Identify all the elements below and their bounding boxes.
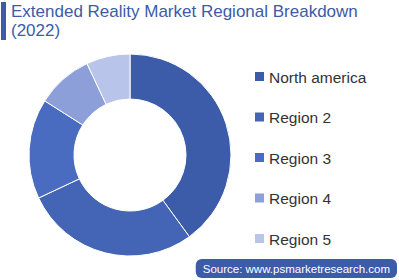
legend-swatch (255, 234, 264, 243)
donut (29, 54, 231, 256)
title-accent (1, 2, 6, 40)
source-box (196, 259, 397, 278)
legend-swatch (255, 72, 264, 81)
legend-label: Region 3 (269, 150, 331, 167)
source-text: Source: www.psmarketresearch.com (203, 263, 390, 275)
slice (39, 179, 190, 256)
source: Source: www.psmarketresearch.com (196, 259, 397, 278)
legend-swatch (255, 194, 264, 203)
legend-label: Region 5 (269, 231, 331, 248)
chart: Extended Reality Market Regional Breakdo… (0, 0, 399, 280)
slice (87, 54, 130, 104)
legend-label: Region 4 (269, 190, 331, 207)
legend-swatch (255, 113, 264, 122)
legend: North america Region 2 Region 3 Region 4 Reg… (255, 69, 367, 248)
legend-label: North america (269, 69, 367, 86)
legend-label: Region 2 (269, 109, 331, 126)
title: Extended Reality Market Regional Breakdo… (11, 2, 358, 40)
legend-swatch (255, 153, 264, 162)
